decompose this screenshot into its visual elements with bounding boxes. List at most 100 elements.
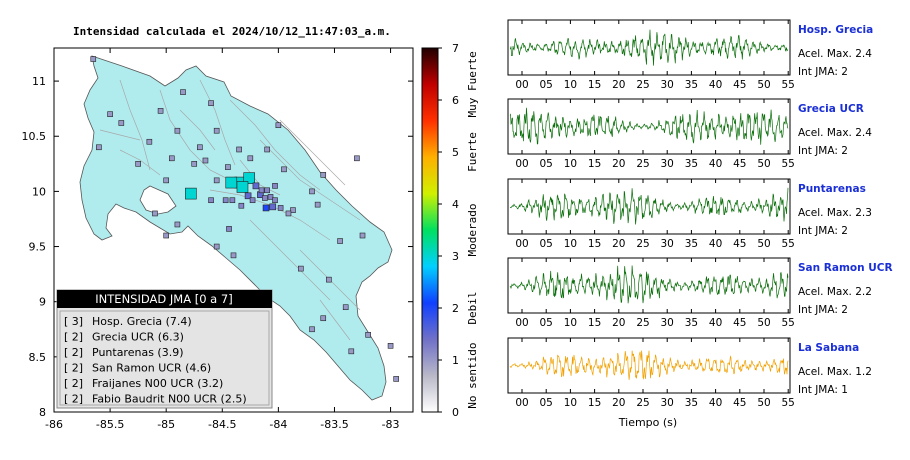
waveform-xlabel: Tiempo (s) — [618, 416, 677, 429]
legend-inner-frame — [59, 310, 270, 406]
waveform-trace — [509, 265, 789, 304]
colorbar-category-label: No sentido — [466, 342, 479, 408]
waveform-tick-label: 20 — [612, 238, 625, 250]
colorbar-categories: No sentido Debil Moderado Fuerte Muy Fuerte — [466, 51, 479, 408]
station-marker — [135, 161, 141, 167]
colorbar-tick-label: 7 — [452, 42, 459, 55]
station-marker — [236, 181, 249, 193]
legend-entry-level: [ 2] — [64, 331, 83, 344]
station-marker — [163, 177, 169, 184]
station-marker — [309, 188, 315, 195]
colorbar-category-label: Debil — [466, 291, 479, 324]
map-y-tick-label: 10 — [32, 185, 46, 198]
station-marker — [230, 252, 237, 259]
waveform-station-name: Puntarenas — [798, 183, 866, 195]
waveform-tick-label: 05 — [540, 317, 553, 329]
waveform-tick-label: 40 — [709, 238, 722, 250]
waveform-tick-label: 30 — [661, 238, 674, 250]
waveform-tick-label: 30 — [661, 158, 674, 170]
waveform-frame — [507, 98, 791, 155]
legend-entry-level: [ 2] — [64, 393, 83, 406]
colorbar-tick-label: 1 — [452, 354, 459, 367]
station-marker — [285, 210, 292, 217]
station-marker — [277, 205, 284, 211]
waveform-tick-label: 50 — [757, 158, 770, 170]
waveform-tick-label: 10 — [564, 158, 577, 170]
waveform-panel: 00 05 10 15 20 25 30 35 40 45 50 55 Hosp. Grecia Acel… — [507, 19, 873, 91]
waveform-tick-label: 40 — [709, 397, 722, 409]
waveform-tick-label: 45 — [733, 158, 746, 170]
waveform-tick-label: 05 — [540, 397, 553, 409]
waveform-tick-label: 40 — [709, 79, 722, 91]
waveform-station-name: La Sabana — [798, 342, 859, 354]
waveform-tick-label: 05 — [540, 158, 553, 170]
station-marker — [213, 243, 220, 250]
waveform-frame — [507, 178, 791, 235]
waveform-frame — [507, 19, 791, 76]
costa-rica-land — [79, 55, 393, 401]
waveform-tick-label: 55 — [782, 397, 795, 409]
legend-entry-name: Fraijanes N00 UCR (3.2) — [92, 377, 223, 390]
station-marker — [337, 238, 343, 244]
waveform-tick-label: 25 — [636, 397, 649, 409]
station-marker — [262, 204, 270, 212]
waveform-trace — [509, 350, 789, 380]
station-marker — [118, 120, 125, 126]
gulf-of-nicoya — [139, 185, 177, 215]
intensity-legend: INTENSIDAD JMA [0 a 7] [ 3] Hosp. Grecia … — [56, 289, 273, 409]
waveform-panel: 00 05 10 15 20 25 30 35 40 45 50 55 La Sabana Acel. M… — [507, 337, 872, 409]
waveform-tick-label: 20 — [612, 317, 625, 329]
station-marker — [281, 166, 287, 173]
station-marker — [244, 192, 252, 200]
waveform-station-name: Hosp. Grecia — [798, 24, 873, 36]
station-marker — [348, 348, 355, 355]
map-axes: -86 -85.5 -85 -84.5 -84 -83.5 -83 8 8.5 9 9.5 10 10.… — [22, 48, 413, 431]
waveform-accel-label: Acel. Max. 1.2 — [798, 366, 872, 378]
waveform-accel-label: Acel. Max. 2.2 — [798, 286, 872, 298]
colorbar-tick-label: 6 — [452, 94, 459, 107]
station-marker — [354, 155, 360, 162]
waveform-tick-label: 25 — [636, 79, 649, 91]
station-marker — [152, 210, 158, 217]
station-marker — [264, 187, 270, 194]
station-marker — [180, 89, 186, 95]
waveform-tick-label: 00 — [515, 397, 528, 409]
waveform-tick-label: 35 — [685, 79, 698, 91]
station-marker — [185, 187, 197, 200]
waveform-tick-label: 35 — [685, 238, 698, 250]
legend-title: INTENSIDAD JMA [0 a 7] — [95, 292, 232, 306]
station-marker — [225, 176, 238, 189]
waveform-tick-label: 50 — [757, 317, 770, 329]
waveform-tick-label: 25 — [636, 158, 649, 170]
waveform-trace — [509, 29, 789, 66]
waveform-accel-label: Acel. Max. 2.3 — [798, 207, 872, 219]
legend-entries: [ 3] Hosp. Grecia (7.4) [ 2] Grecia UCR (6.… — [64, 315, 247, 406]
legend-entry-name: Puntarenas (3.9) — [92, 346, 184, 359]
station-marker — [197, 144, 203, 151]
legend-box — [56, 289, 273, 409]
station-marker — [359, 232, 366, 239]
waveform-tick-label: 15 — [588, 397, 601, 409]
waveform-panel: 00 05 10 15 20 25 30 35 40 45 50 55 San Ramon UCR Ace… — [507, 257, 893, 329]
legend-entry-level: [ 2] — [64, 377, 83, 390]
station-marker — [208, 100, 214, 106]
waveform-trace — [509, 107, 789, 145]
station-marker — [314, 201, 321, 208]
colorbar-scale — [421, 47, 439, 413]
station-marker — [298, 265, 304, 272]
waveform-tick-label: 50 — [757, 238, 770, 250]
waveform-accel-label: Acel. Max. 2.4 — [798, 48, 872, 60]
legend-entry-name: Fabio Baudrit N00 UCR (2.5) — [92, 393, 247, 406]
station-marker — [365, 331, 371, 338]
map-y-tick-label: 8.5 — [29, 351, 47, 364]
station-marker — [174, 127, 181, 134]
map-x-tick-label: -85.5 — [96, 418, 124, 431]
station-marker — [222, 197, 229, 204]
map-y-tick-label: 10.5 — [22, 130, 47, 143]
waveform-tick-label: 35 — [685, 397, 698, 409]
waveform-tick-label: 45 — [733, 397, 746, 409]
waveform-tick-label: 10 — [564, 397, 577, 409]
station-marker — [262, 195, 268, 201]
waveform-tick-label: 20 — [612, 79, 625, 91]
waveform-tick-label: 15 — [588, 238, 601, 250]
